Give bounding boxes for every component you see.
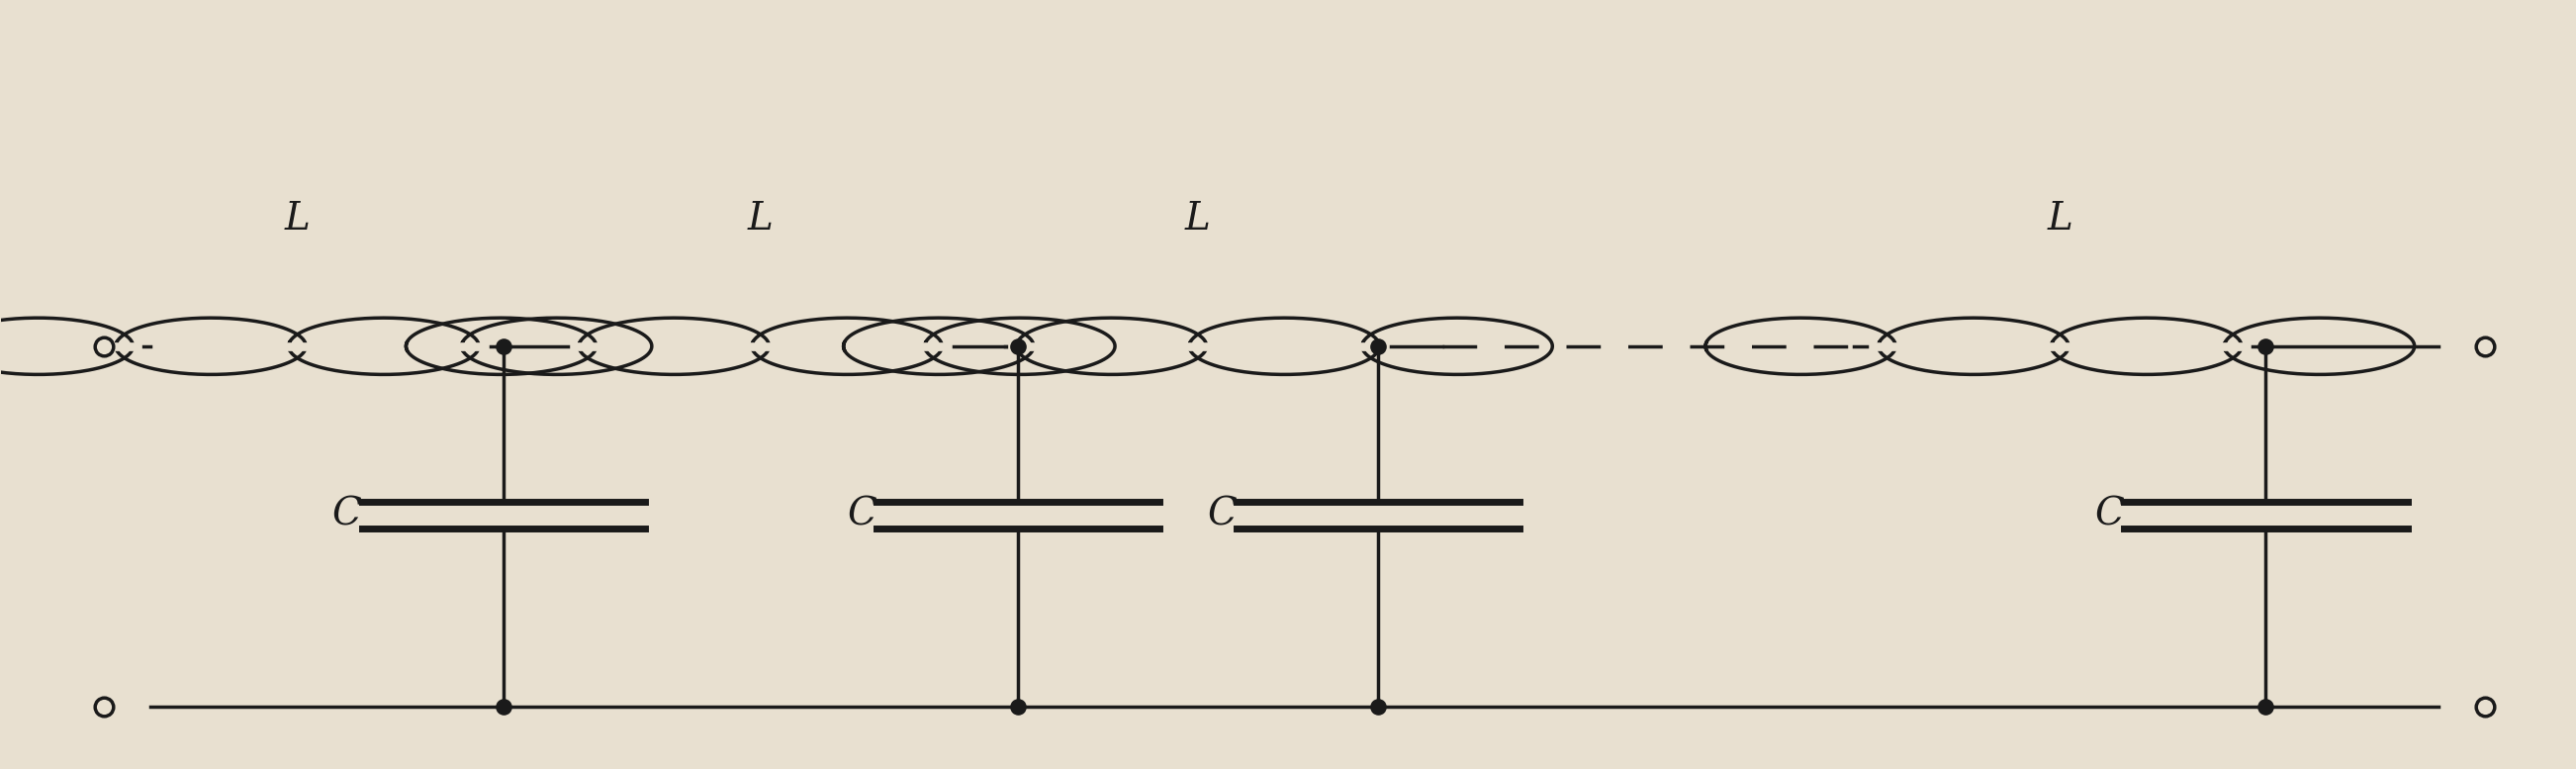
- Point: [82, 340, 124, 352]
- Point: [2465, 700, 2506, 712]
- Text: C: C: [1208, 497, 1236, 533]
- Text: L: L: [747, 201, 773, 238]
- Point: [482, 700, 523, 712]
- Text: L: L: [1185, 201, 1211, 238]
- Text: L: L: [2048, 201, 2074, 238]
- Text: C: C: [848, 497, 876, 533]
- Point: [997, 700, 1038, 712]
- Point: [2246, 340, 2287, 352]
- Point: [2465, 340, 2506, 352]
- Text: C: C: [2094, 497, 2125, 533]
- Point: [997, 340, 1038, 352]
- Point: [1358, 340, 1399, 352]
- Point: [1358, 700, 1399, 712]
- Point: [482, 340, 523, 352]
- Text: L: L: [283, 201, 309, 238]
- Point: [2246, 700, 2287, 712]
- Point: [82, 700, 124, 712]
- Text: C: C: [332, 497, 361, 533]
